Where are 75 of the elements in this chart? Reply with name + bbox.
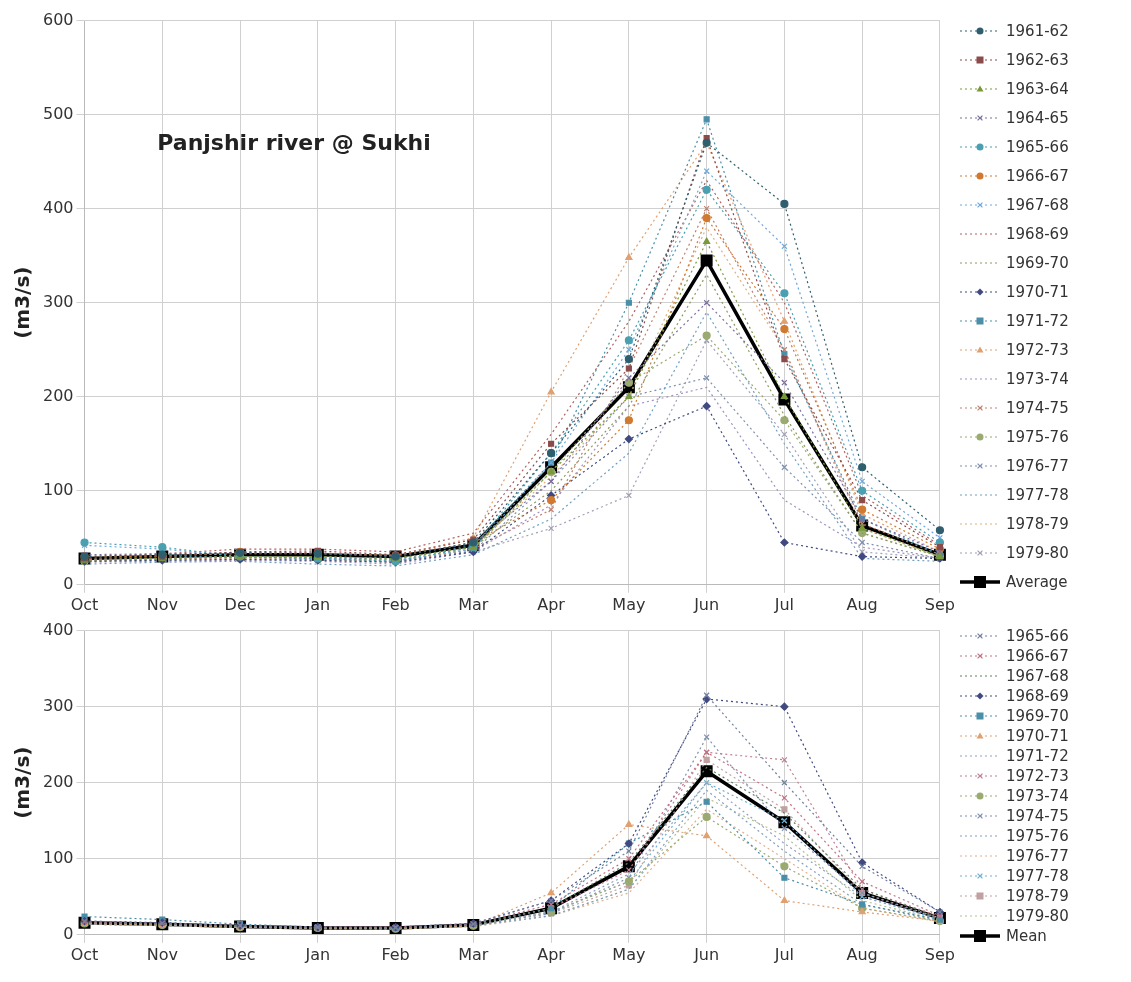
y-tick-label: 400 [42, 619, 74, 639]
legend-label: 1972-73 [1006, 340, 1069, 359]
x-tick-label: Jul [773, 594, 795, 614]
y-tick-label: 400 [42, 197, 74, 217]
legend-label: 1973-74 [1006, 369, 1069, 388]
x-tick-label: Oct [70, 944, 99, 964]
x-tick-label: Jul [773, 944, 795, 964]
x-tick-label: Jun [693, 944, 720, 964]
x-tick-label: Apr [537, 594, 566, 614]
y-tick-label: 100 [42, 847, 74, 867]
legend-label: 1974-75 [1006, 807, 1069, 825]
legend-label: 1979-80 [1006, 543, 1069, 562]
x-tick-label: Nov [146, 594, 178, 614]
legend-label: 1967-68 [1006, 195, 1069, 214]
legend-label: 1967-68 [1006, 667, 1069, 685]
x-tick-label: Aug [846, 944, 878, 964]
y-tick-label: 500 [42, 103, 74, 123]
legend-label: 1961-62 [1006, 21, 1069, 40]
legend-label: 1969-70 [1006, 707, 1069, 725]
legend-label: 1973-74 [1006, 787, 1069, 805]
legend-label: 1971-72 [1006, 747, 1069, 765]
x-tick-label: Aug [846, 594, 878, 614]
x-tick-label: Dec [224, 944, 256, 964]
x-tick-label: May [612, 594, 646, 614]
legend-label: 1978-79 [1006, 514, 1069, 533]
y-tick-label: 100 [42, 479, 74, 499]
x-tick-label: Mar [458, 594, 489, 614]
x-tick-label: Sep [924, 594, 955, 614]
y-axis-title: (m3/s) [10, 266, 35, 339]
legend-label: 1970-71 [1006, 727, 1069, 745]
y-tick-label: 200 [42, 771, 74, 791]
x-tick-label: Mar [458, 944, 489, 964]
y-tick-label: 300 [42, 695, 74, 715]
y-tick-label: 600 [42, 9, 74, 29]
legend-label: 1976-77 [1006, 456, 1069, 475]
x-tick-label: Feb [381, 944, 410, 964]
legend-label: 1976-77 [1006, 847, 1069, 865]
legend-label: 1977-78 [1006, 485, 1069, 504]
x-tick-label: May [612, 944, 646, 964]
x-tick-label: Jun [693, 594, 720, 614]
legend-label: 1965-66 [1006, 137, 1069, 156]
legend-label: 1966-67 [1006, 647, 1069, 665]
x-tick-label: Apr [537, 944, 566, 964]
x-tick-label: Sep [924, 944, 955, 964]
legend-label: 1966-67 [1006, 166, 1069, 185]
legend-label: 1975-76 [1006, 427, 1069, 446]
legend-label: 1975-76 [1006, 827, 1069, 845]
legend-label: 1970-71 [1006, 282, 1069, 301]
legend-label: 1968-69 [1006, 224, 1069, 243]
y-axis-title: (m3/s) [10, 746, 35, 819]
legend-label: 1978-79 [1006, 887, 1069, 905]
x-tick-label: Feb [381, 594, 410, 614]
x-tick-label: Jan [304, 594, 331, 614]
legend-label: Mean [1006, 927, 1047, 945]
legend-label: 1968-69 [1006, 687, 1069, 705]
y-tick-label: 0 [63, 573, 74, 593]
x-tick-label: Oct [70, 594, 99, 614]
legend-label: 1972-73 [1006, 767, 1069, 785]
y-tick-label: 0 [63, 923, 74, 943]
legend-label: 1962-63 [1006, 50, 1069, 69]
y-tick-label: 300 [42, 291, 74, 311]
legend-label: 1979-80 [1006, 907, 1069, 925]
x-tick-label: Dec [224, 594, 256, 614]
x-tick-label: Nov [146, 944, 178, 964]
legend-label: 1963-64 [1006, 79, 1069, 98]
x-tick-label: Jan [304, 944, 331, 964]
y-tick-label: 200 [42, 385, 74, 405]
legend-label: 1969-70 [1006, 253, 1069, 272]
legend-label: 1974-75 [1006, 398, 1069, 417]
legend-label: 1977-78 [1006, 867, 1069, 885]
legend-label: 1965-66 [1006, 627, 1069, 645]
legend-label: 1971-72 [1006, 311, 1069, 330]
legend-label: 1964-65 [1006, 108, 1069, 127]
legend-label: Average [1006, 572, 1068, 591]
text: Panjshir river @ Sukhi [157, 130, 431, 156]
